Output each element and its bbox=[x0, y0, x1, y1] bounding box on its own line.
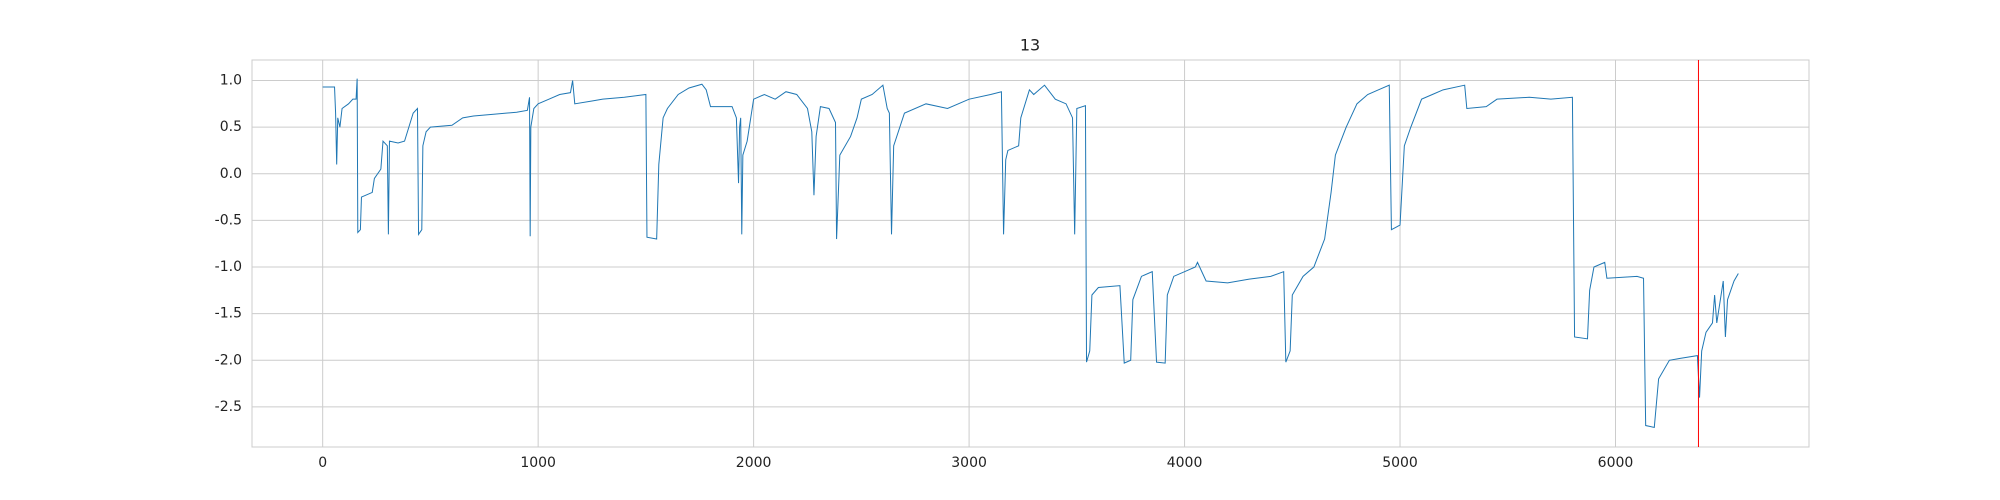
x-tick-label: 4000 bbox=[1167, 455, 1203, 471]
y-tick-label: 0.5 bbox=[220, 119, 242, 135]
y-tick-label: -0.5 bbox=[215, 212, 242, 228]
y-tick-label: 0.0 bbox=[220, 166, 242, 182]
x-tick-label: 3000 bbox=[951, 455, 987, 471]
x-tick-label: 0 bbox=[318, 455, 327, 471]
y-tick-label: -2.0 bbox=[215, 352, 242, 368]
data-line bbox=[322, 78, 1739, 429]
y-tick-label: -1.0 bbox=[215, 259, 242, 275]
x-tick-label: 2000 bbox=[736, 455, 772, 471]
y-tick-label: -1.5 bbox=[215, 306, 242, 322]
x-tick-label: 1000 bbox=[520, 455, 556, 471]
x-tick-label: 5000 bbox=[1382, 455, 1418, 471]
x-tick-label: 6000 bbox=[1598, 455, 1634, 471]
plot-frame bbox=[251, 59, 1810, 448]
chart-title: 13 bbox=[1020, 36, 1040, 55]
y-tick-label: 1.0 bbox=[220, 73, 242, 89]
y-tick-label: -2.5 bbox=[215, 399, 242, 415]
